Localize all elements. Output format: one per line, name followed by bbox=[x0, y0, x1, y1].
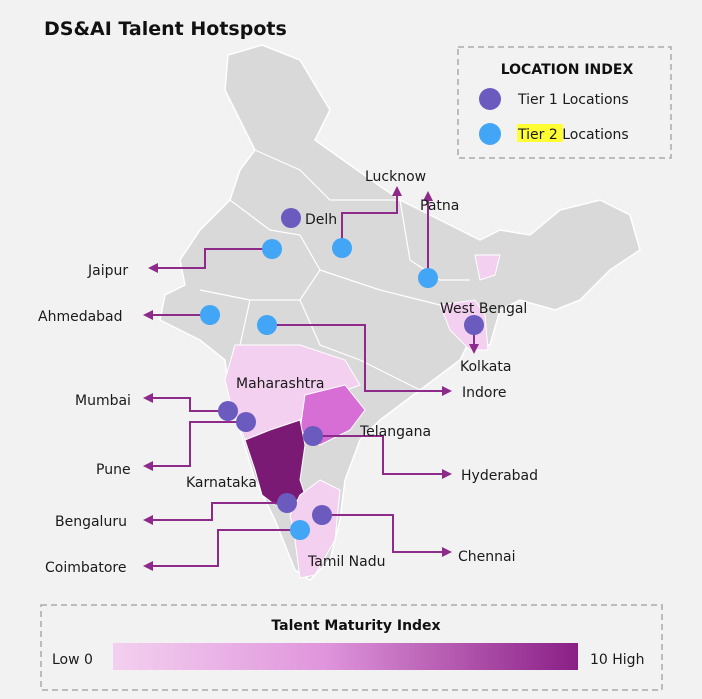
label-maharashtra: Maharashtra bbox=[236, 376, 324, 392]
label-chennai: Chennai bbox=[458, 549, 515, 565]
arrow-coimbatore bbox=[143, 529, 300, 571]
state-west-bengal-north bbox=[474, 254, 501, 281]
arrow-lucknow bbox=[341, 186, 402, 248]
maturity-high-label: 10 High bbox=[590, 652, 644, 668]
arrow-pune bbox=[143, 421, 246, 471]
page-title: DS&AI Talent Hotspots bbox=[44, 18, 287, 40]
label-bengaluru: Bengaluru bbox=[55, 514, 127, 530]
label-tamil-nadu: Tamil Nadu bbox=[307, 554, 386, 570]
maturity-gradient-bar bbox=[113, 643, 578, 670]
label-west-bengal: West Bengal bbox=[440, 301, 527, 317]
label-ahmedabad: Ahmedabad bbox=[38, 309, 123, 325]
marker-delhi[interactable] bbox=[281, 208, 301, 228]
label-coimbatore: Coimbatore bbox=[45, 560, 126, 576]
connectors bbox=[143, 186, 479, 571]
marker-pune[interactable] bbox=[236, 412, 256, 432]
marker-mumbai[interactable] bbox=[218, 401, 238, 421]
labels: Delh Lucknow Patna Jaipur Ahmedabad West… bbox=[38, 169, 538, 576]
label-hyderabad: Hyderabad bbox=[461, 468, 538, 484]
legend-tier1: Tier 1 Locations bbox=[517, 92, 629, 108]
maturity-low-label: Low 0 bbox=[52, 652, 93, 668]
label-patna: Patna bbox=[420, 198, 459, 214]
label-indore: Indore bbox=[462, 385, 507, 401]
marker-patna[interactable] bbox=[418, 268, 438, 288]
label-mumbai: Mumbai bbox=[75, 393, 131, 409]
label-jaipur: Jaipur bbox=[87, 263, 128, 279]
marker-coimbatore[interactable] bbox=[290, 520, 310, 540]
label-telangana: Telangana bbox=[359, 424, 431, 440]
label-kolkata: Kolkata bbox=[460, 359, 511, 375]
tier1-icon bbox=[479, 88, 501, 110]
tier2-icon bbox=[479, 123, 501, 145]
label-karnataka: Karnataka bbox=[186, 475, 257, 491]
arrow-hyderabad bbox=[313, 435, 452, 479]
marker-indore[interactable] bbox=[257, 315, 277, 335]
marker-hyderabad[interactable] bbox=[303, 426, 323, 446]
legend-tier2: Tier 2 Locations bbox=[517, 127, 629, 143]
legend-title: LOCATION INDEX bbox=[501, 62, 634, 78]
label-delhi: Delh bbox=[305, 212, 337, 228]
maturity-index-legend: Talent Maturity Index Low 0 10 High bbox=[40, 604, 663, 691]
tier2-highlight bbox=[517, 124, 563, 142]
markers bbox=[200, 208, 484, 540]
label-pune: Pune bbox=[96, 462, 131, 478]
marker-lucknow[interactable] bbox=[332, 238, 352, 258]
location-index-legend: LOCATION INDEX Tier 1 Locations Tier 2 L… bbox=[457, 46, 672, 159]
maturity-title: Talent Maturity Index bbox=[271, 618, 440, 634]
marker-chennai[interactable] bbox=[312, 505, 332, 525]
label-lucknow: Lucknow bbox=[365, 169, 426, 185]
marker-kolkata[interactable] bbox=[464, 315, 484, 335]
state-tamil-nadu bbox=[289, 479, 341, 579]
arrow-chennai bbox=[322, 514, 452, 557]
marker-ahmedabad[interactable] bbox=[200, 305, 220, 325]
marker-jaipur[interactable] bbox=[262, 239, 282, 259]
arrow-indore bbox=[267, 324, 452, 396]
arrow-jaipur bbox=[148, 248, 272, 273]
marker-bengaluru[interactable] bbox=[277, 493, 297, 513]
arrow-mumbai bbox=[143, 393, 228, 412]
arrow-bengaluru bbox=[143, 502, 287, 525]
